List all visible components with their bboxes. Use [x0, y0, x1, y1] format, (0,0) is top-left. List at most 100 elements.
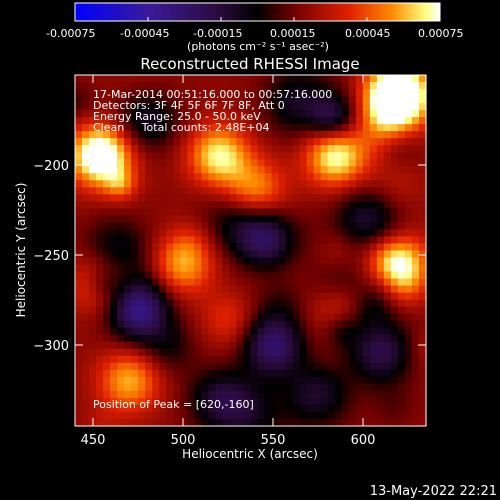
- heatmap-cell: [124, 383, 132, 392]
- heatmap-cell: [383, 418, 392, 427]
- heatmap-cell: [243, 383, 252, 392]
- heatmap-cell: [145, 110, 153, 118]
- heatmap-cell: [383, 313, 392, 322]
- heatmap-cell: [390, 404, 399, 413]
- heatmap-cell: [145, 271, 153, 280]
- heatmap-cell: [236, 299, 245, 308]
- heatmap-cell: [320, 411, 329, 420]
- heatmap-cell: [152, 369, 160, 378]
- heatmap-cell: [89, 376, 97, 385]
- heatmap-cell: [285, 271, 294, 280]
- heatmap-cell: [145, 187, 153, 195]
- heatmap-cell: [418, 411, 427, 420]
- heatmap-cell: [229, 103, 238, 111]
- heatmap-cell: [159, 166, 167, 174]
- heatmap-cell: [327, 103, 336, 111]
- heatmap-cell: [383, 369, 392, 378]
- heatmap-cell: [89, 250, 97, 259]
- heatmap-cell: [257, 201, 266, 209]
- heatmap-cell: [243, 348, 252, 357]
- heatmap-cell: [152, 327, 160, 336]
- heatmap-cell: [320, 383, 329, 392]
- heatmap-cell: [418, 152, 427, 160]
- heatmap-cell: [117, 341, 125, 350]
- heatmap-cell: [173, 75, 181, 83]
- heatmap-cell: [250, 257, 259, 266]
- heatmap-cell: [292, 341, 301, 350]
- heatmap-cell: [285, 124, 294, 132]
- heatmap-cell: [285, 383, 294, 392]
- heatmap-cell: [96, 271, 104, 280]
- heatmap-cell: [82, 257, 90, 266]
- heatmap-cell: [404, 243, 413, 252]
- heatmap-cell: [180, 152, 188, 160]
- heatmap-cell: [173, 138, 181, 146]
- heatmap-cell: [89, 124, 97, 132]
- heatmap-cell: [404, 89, 413, 97]
- heatmap-cell: [404, 236, 413, 245]
- heatmap-cell: [355, 250, 364, 259]
- heatmap-cell: [180, 215, 188, 224]
- heatmap-cell: [236, 411, 245, 420]
- heatmap-cell: [180, 390, 188, 399]
- heatmap-cell: [201, 194, 209, 202]
- heatmap-cell: [110, 222, 118, 231]
- heatmap-cell: [376, 285, 385, 294]
- heatmap-cell: [194, 418, 202, 427]
- heatmap-cell: [250, 390, 259, 399]
- heatmap-cell: [306, 341, 315, 350]
- heatmap-cell: [306, 117, 315, 125]
- heatmap-cell: [194, 390, 202, 399]
- heatmap-cell: [124, 271, 132, 280]
- heatmap-cell: [376, 299, 385, 308]
- heatmap-cell: [313, 229, 322, 238]
- heatmap-cell: [355, 292, 364, 301]
- heatmap-cell: [299, 201, 308, 209]
- heatmap-cell: [173, 89, 181, 97]
- heatmap-cell: [397, 362, 406, 371]
- heatmap-cell: [96, 124, 104, 132]
- heatmap-cell: [110, 355, 118, 364]
- heatmap-cell: [166, 103, 174, 111]
- heatmap-cell: [397, 201, 406, 209]
- heatmap-cell: [215, 75, 224, 83]
- heatmap-cell: [404, 376, 413, 385]
- heatmap-cell: [418, 376, 427, 385]
- heatmap-cell: [229, 208, 238, 216]
- heatmap-cell: [327, 404, 336, 413]
- heatmap-cell: [110, 320, 118, 329]
- heatmap-cell: [264, 75, 273, 83]
- heatmap-cell: [96, 173, 104, 181]
- heatmap-cell: [334, 313, 343, 322]
- heatmap-cell: [187, 299, 195, 308]
- heatmap-cell: [397, 334, 406, 343]
- heatmap-cell: [397, 124, 406, 132]
- heatmap-cell: [390, 355, 399, 364]
- heatmap-cell: [75, 348, 83, 357]
- heatmap-cell: [397, 418, 406, 427]
- heatmap-cell: [243, 215, 252, 224]
- heatmap-cell: [222, 334, 231, 343]
- heatmap-cell: [215, 215, 224, 224]
- heatmap-cell: [313, 257, 322, 266]
- heatmap-cell: [159, 271, 167, 280]
- heatmap-cell: [397, 166, 406, 174]
- heatmap-cell: [215, 124, 224, 132]
- heatmap-cell: [152, 222, 160, 231]
- heatmap-cell: [327, 110, 336, 118]
- heatmap-cell: [369, 313, 378, 322]
- heatmap-cell: [215, 159, 224, 167]
- heatmap-cell: [320, 82, 329, 90]
- heatmap-cell: [222, 82, 231, 90]
- heatmap-cell: [180, 264, 188, 273]
- heatmap-cell: [376, 152, 385, 160]
- heatmap-cell: [355, 306, 364, 315]
- heatmap-cell: [348, 159, 357, 167]
- heatmap-cell: [320, 75, 329, 83]
- heatmap-cell: [236, 222, 245, 231]
- heatmap-cell: [278, 201, 287, 209]
- heatmap-cell: [103, 201, 111, 209]
- heatmap-cell: [257, 313, 266, 322]
- heatmap-cell: [96, 383, 104, 392]
- heatmap-cell: [180, 376, 188, 385]
